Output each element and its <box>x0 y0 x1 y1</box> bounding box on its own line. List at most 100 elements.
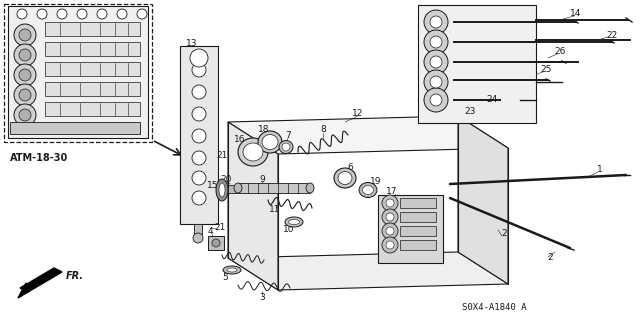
Circle shape <box>192 151 206 165</box>
Ellipse shape <box>234 183 242 193</box>
Text: 22: 22 <box>606 32 618 41</box>
Circle shape <box>17 9 27 19</box>
Circle shape <box>430 76 442 88</box>
Circle shape <box>382 209 398 225</box>
Ellipse shape <box>243 143 263 161</box>
Circle shape <box>386 227 394 235</box>
Text: S0X4-A1840 A: S0X4-A1840 A <box>462 302 527 311</box>
Circle shape <box>430 56 442 68</box>
Text: 13: 13 <box>186 39 198 48</box>
Bar <box>45 42 140 56</box>
Bar <box>400 212 436 222</box>
Polygon shape <box>18 283 28 298</box>
Text: FR.: FR. <box>66 271 84 281</box>
Bar <box>378 195 443 263</box>
Text: 25: 25 <box>540 65 552 75</box>
Ellipse shape <box>289 219 300 225</box>
Circle shape <box>190 49 208 67</box>
Text: ATM-18-30: ATM-18-30 <box>10 153 68 163</box>
Circle shape <box>386 213 394 221</box>
Circle shape <box>430 94 442 106</box>
Ellipse shape <box>306 183 314 193</box>
Circle shape <box>14 24 36 46</box>
Text: 20: 20 <box>220 175 232 184</box>
Circle shape <box>192 85 206 99</box>
Bar <box>45 82 140 96</box>
Text: 7: 7 <box>285 131 291 140</box>
Polygon shape <box>228 122 278 290</box>
Ellipse shape <box>258 131 282 153</box>
Bar <box>400 240 436 250</box>
Bar <box>8 6 148 138</box>
Text: 9: 9 <box>259 174 265 183</box>
Bar <box>400 226 436 236</box>
Text: 2: 2 <box>501 229 507 239</box>
Circle shape <box>192 171 206 185</box>
Bar <box>45 102 140 116</box>
Circle shape <box>424 10 448 34</box>
Circle shape <box>424 30 448 54</box>
Ellipse shape <box>262 135 278 150</box>
Text: 21: 21 <box>214 224 226 233</box>
Circle shape <box>117 9 127 19</box>
Circle shape <box>382 195 398 211</box>
Circle shape <box>14 104 36 126</box>
Circle shape <box>382 223 398 239</box>
Text: 24: 24 <box>486 95 498 105</box>
Text: 6: 6 <box>347 164 353 173</box>
Circle shape <box>430 16 442 28</box>
Bar <box>238 183 310 193</box>
Bar <box>45 22 140 36</box>
Text: 23: 23 <box>464 108 476 116</box>
Circle shape <box>382 237 398 253</box>
Circle shape <box>192 63 206 77</box>
Bar <box>4 4 152 142</box>
Text: 21: 21 <box>216 151 228 160</box>
Ellipse shape <box>238 138 268 166</box>
Circle shape <box>386 241 394 249</box>
Circle shape <box>193 233 203 243</box>
Circle shape <box>386 199 394 207</box>
Text: 16: 16 <box>234 136 246 145</box>
Text: 3: 3 <box>259 293 265 301</box>
Text: 5: 5 <box>222 272 228 281</box>
Circle shape <box>14 84 36 106</box>
Circle shape <box>14 44 36 66</box>
Text: 8: 8 <box>320 125 326 135</box>
Circle shape <box>14 64 36 86</box>
Bar <box>228 185 238 193</box>
Text: 11: 11 <box>269 205 281 214</box>
Circle shape <box>19 29 31 41</box>
Circle shape <box>424 50 448 74</box>
Ellipse shape <box>362 186 374 195</box>
Ellipse shape <box>334 168 356 188</box>
Bar <box>194 224 202 234</box>
Circle shape <box>97 9 107 19</box>
Text: 4: 4 <box>207 227 213 236</box>
Polygon shape <box>228 116 508 154</box>
Bar <box>10 122 140 134</box>
Text: 12: 12 <box>352 109 364 118</box>
Text: 18: 18 <box>259 125 269 135</box>
Circle shape <box>19 69 31 81</box>
Ellipse shape <box>282 143 290 151</box>
Polygon shape <box>20 268 62 292</box>
Ellipse shape <box>279 140 293 153</box>
Ellipse shape <box>219 183 225 197</box>
Text: 2: 2 <box>547 254 553 263</box>
Bar <box>180 46 218 224</box>
Circle shape <box>192 191 206 205</box>
Text: 14: 14 <box>570 10 582 19</box>
Text: 15: 15 <box>207 181 219 189</box>
Circle shape <box>137 9 147 19</box>
Circle shape <box>430 36 442 48</box>
Circle shape <box>57 9 67 19</box>
Ellipse shape <box>338 172 352 184</box>
Polygon shape <box>458 116 508 284</box>
Text: 1: 1 <box>597 166 603 174</box>
Circle shape <box>192 107 206 121</box>
Circle shape <box>19 89 31 101</box>
Ellipse shape <box>227 268 237 272</box>
Text: 26: 26 <box>554 48 566 56</box>
Ellipse shape <box>359 182 377 197</box>
